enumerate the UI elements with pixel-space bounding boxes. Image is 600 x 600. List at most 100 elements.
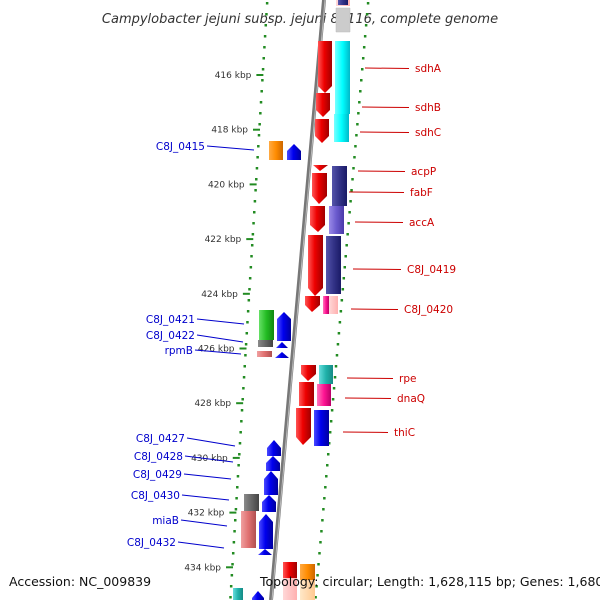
- fabF-arrow: [312, 173, 327, 204]
- gene-label-line: [206, 145, 255, 151]
- dnaQ-arrow: [299, 382, 314, 406]
- ruler-dot: [350, 189, 353, 192]
- acpP-navy-block: [332, 166, 347, 206]
- ruler-dot: [246, 321, 249, 324]
- sdhA-cyan-block: [335, 41, 350, 114]
- gene-label-line: [359, 131, 410, 133]
- ruler-dot: [246, 310, 250, 313]
- ruler-dot: [265, 13, 268, 16]
- ruler-dot: [332, 387, 336, 390]
- ruler-dot: [237, 464, 240, 467]
- ruler-right: [314, 2, 370, 599]
- gene-label-line: [357, 170, 406, 172]
- ruler-dot: [321, 519, 324, 522]
- scale-tick-label: 426 kbp: [198, 345, 235, 355]
- forward-labels: sdhA sdhB sdhC acpP fabF accA C8J_0419 C8J_0420…: [342, 63, 456, 439]
- ruler-dot: [264, 24, 268, 27]
- ruler-dot: [337, 332, 341, 335]
- gene-label-line: [177, 541, 225, 549]
- ruler-dot: [344, 255, 347, 258]
- thiC-blue-block: [314, 410, 329, 446]
- ruler-dot: [366, 2, 370, 5]
- ruler-dot: [251, 233, 255, 236]
- ruler-dot: [247, 299, 251, 302]
- ruler-dot: [263, 35, 267, 38]
- ruler-dot: [319, 541, 322, 544]
- ruler-dot: [318, 552, 321, 555]
- ruler-dot: [229, 585, 233, 588]
- gene-label-forward: thiC: [394, 427, 415, 439]
- ruler-dot: [245, 332, 249, 335]
- C8J_0420-lightpink-block: [329, 296, 338, 314]
- gene-label-forward: sdhB: [415, 102, 441, 114]
- gene-label-line: [361, 106, 410, 108]
- ruler-dot: [314, 596, 317, 599]
- ruler-dot: [252, 222, 255, 225]
- ruler-dot: [349, 200, 352, 203]
- gene-label-forward: sdhC: [415, 127, 441, 139]
- ruler-dot: [361, 57, 365, 60]
- gene-label-forward: dnaQ: [397, 393, 425, 405]
- ruler-dot: [365, 13, 369, 16]
- ruler-dot: [348, 211, 351, 214]
- ruler-dot: [250, 244, 254, 247]
- gene-label-reverse: C8J_0422: [146, 330, 195, 342]
- ruler-dot: [356, 123, 359, 126]
- ruler-dot: [233, 530, 236, 533]
- ruler-dot: [259, 112, 262, 115]
- ruler-dot: [244, 343, 248, 346]
- gene-label-reverse: C8J_0432: [127, 537, 176, 549]
- ruler-dot: [329, 420, 333, 423]
- gene-label-line: [346, 377, 394, 379]
- C8J_0419-navy-block: [326, 236, 341, 294]
- rpmB-arrow: [275, 352, 289, 358]
- ruler-dot: [238, 453, 241, 456]
- reverse-labels: C8J_0415 C8J_0421 C8J_0422 rpmB C8J_0427 C8J_…: [127, 141, 255, 549]
- gene-label-reverse: C8J_0428: [134, 451, 183, 463]
- gene-label-line: [194, 349, 242, 355]
- ruler-dot: [360, 68, 364, 71]
- ruler-dot: [261, 68, 265, 71]
- ruler-dot: [315, 585, 318, 588]
- ruler-dot: [358, 101, 361, 104]
- ruler-dot: [253, 200, 257, 203]
- ruler-dot: [261, 79, 264, 82]
- ruler-dot: [317, 563, 320, 566]
- gene-label-reverse: C8J_0429: [133, 469, 182, 481]
- miaB-arrow: [259, 514, 273, 549]
- gene-label-line: [350, 308, 399, 310]
- ruler-dot: [248, 288, 251, 291]
- gene-label-forward: acpP: [411, 166, 436, 178]
- topology-text: Topology: circular; Length: 1,628,115 bp…: [259, 574, 600, 589]
- ruler-left: [229, 2, 269, 599]
- gene-label-line: [184, 455, 234, 463]
- C8J_0422-gray-block: [258, 340, 273, 347]
- ruler-dot: [250, 255, 253, 258]
- ruler-dot: [240, 409, 244, 412]
- gene-label-line: [344, 397, 392, 399]
- C8J_0419-arrow: [308, 235, 323, 296]
- gene-label-reverse: C8J_0430: [131, 490, 180, 502]
- ruler-dot: [333, 376, 337, 379]
- bottom-peach-block: [300, 580, 315, 600]
- ruler-dot: [248, 277, 252, 280]
- sdhA-arrow: [318, 41, 332, 93]
- ruler-dot: [363, 35, 367, 38]
- ruler-dot: [263, 46, 266, 49]
- gene-label-line: [196, 334, 244, 343]
- ruler-dot: [345, 244, 348, 247]
- ruler-dot: [231, 563, 234, 566]
- C8J_0430-arrow: [262, 495, 276, 512]
- ruler-dot: [243, 365, 246, 368]
- ruler-dot: [238, 442, 242, 445]
- ruler-dot: [231, 552, 235, 555]
- accession-text: Accession: NC_009839: [9, 574, 151, 589]
- gene-label-line: [348, 191, 405, 193]
- ruler-dot: [233, 519, 237, 522]
- ruler-dot: [236, 486, 239, 489]
- ruler-dot: [364, 24, 368, 27]
- ruler-dot: [255, 178, 258, 181]
- ruler-dot: [339, 310, 343, 313]
- ruler-dot: [325, 475, 328, 478]
